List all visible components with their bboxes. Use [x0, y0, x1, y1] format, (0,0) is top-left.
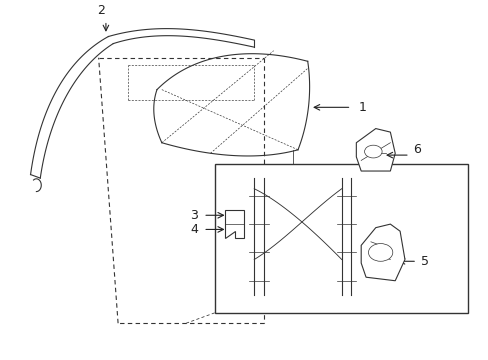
Text: 3: 3 — [190, 209, 198, 222]
Text: 6: 6 — [412, 143, 420, 156]
Polygon shape — [361, 224, 404, 281]
Text: 1: 1 — [358, 101, 366, 114]
Circle shape — [368, 244, 392, 261]
Text: 5: 5 — [420, 255, 427, 268]
Circle shape — [364, 145, 381, 158]
Bar — [215, 164, 467, 312]
Text: 4: 4 — [190, 223, 198, 236]
Polygon shape — [224, 210, 244, 238]
Polygon shape — [356, 129, 394, 171]
Text: 2: 2 — [97, 4, 105, 17]
